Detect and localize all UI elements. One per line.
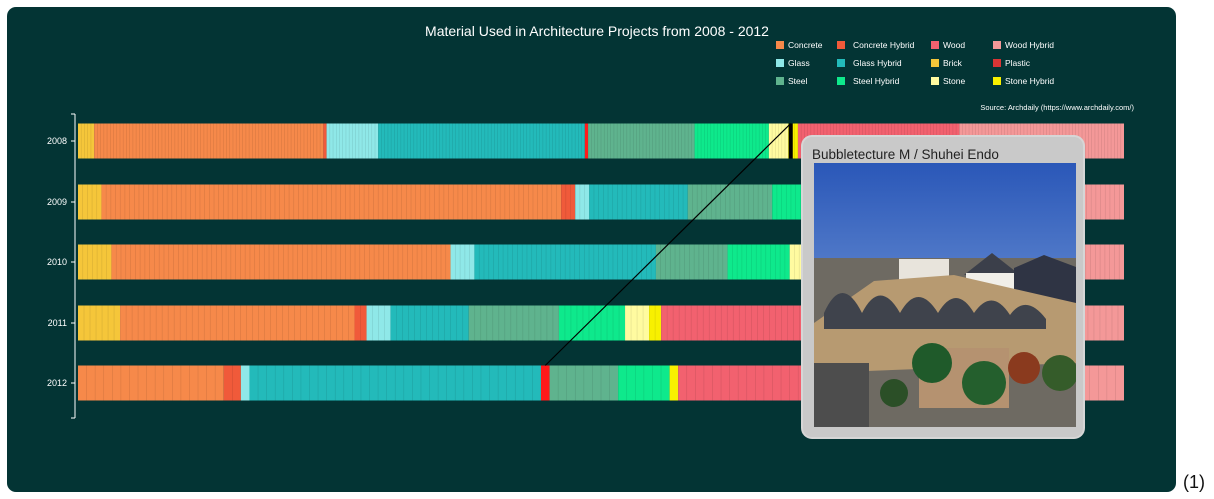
bar-2010-glass xyxy=(450,244,475,280)
bar-2008-glass-hybrid xyxy=(378,123,585,159)
bar-2009-brick xyxy=(78,184,102,220)
y-tick-label-2009: 2009 xyxy=(47,197,67,207)
legend-swatch-plastic xyxy=(993,59,1001,67)
bar-2011-steel-hybrid xyxy=(558,305,626,341)
bar-2012-glass-hybrid xyxy=(249,365,541,401)
bar-2009-glass xyxy=(575,184,590,220)
project-photo xyxy=(814,163,1076,427)
legend-label-stone: Stone xyxy=(943,76,965,86)
source-note: Source: Archdaily (https://www.archdaily… xyxy=(980,103,1134,112)
bar-2012-concrete-hybrid xyxy=(223,365,241,401)
legend-label-wood: Wood xyxy=(943,40,965,50)
bar-2008-brick xyxy=(78,123,95,159)
legend-label-glass-hybrid: Glass Hybrid xyxy=(853,58,902,68)
y-tick-label-2012: 2012 xyxy=(47,378,67,388)
legend-swatch-glass-hybrid xyxy=(837,59,845,67)
legend-swatch-steel xyxy=(776,77,784,85)
chart-title: Material Used in Architecture Projects f… xyxy=(425,23,769,39)
bar-2011-stone xyxy=(625,305,650,341)
legend-swatch-wood-hybrid xyxy=(993,41,1001,49)
bar-2008-plastic xyxy=(584,123,589,159)
legend-swatch-brick xyxy=(931,59,939,67)
project-tooltip: Bubbletecture M / Shuhei Endo xyxy=(803,137,1083,437)
bar-2010-glass-hybrid xyxy=(474,244,656,280)
bar-2009-steel xyxy=(687,184,773,220)
bar-2012-steel-hybrid xyxy=(618,365,670,401)
bar-2012-glass xyxy=(240,365,250,401)
bar-2011-brick xyxy=(78,305,121,341)
legend-label-stone-hybrid: Stone Hybrid xyxy=(1005,76,1054,86)
bar-2008-glass xyxy=(326,123,379,159)
legend-label-concrete-hybrid: Concrete Hybrid xyxy=(853,40,915,50)
bar-2009-concrete-hybrid xyxy=(561,184,576,220)
legend-swatch-glass xyxy=(776,59,784,67)
bar-2011-concrete-hybrid xyxy=(354,305,367,341)
bar-2010-steel xyxy=(655,244,728,280)
legend-swatch-concrete-hybrid xyxy=(837,41,845,49)
bar-2011-steel xyxy=(468,305,559,341)
bar-2008-concrete xyxy=(94,123,324,159)
bar-2012-concrete xyxy=(78,365,224,401)
bar-2008-concrete-hybrid xyxy=(323,123,327,159)
highlight-connector xyxy=(544,123,792,366)
y-tick-label-2010: 2010 xyxy=(47,257,67,267)
y-tick-label-2011: 2011 xyxy=(48,318,67,328)
bar-2011-stone-hybrid xyxy=(649,305,662,341)
bar-2008-steel-hybrid xyxy=(694,123,769,159)
bar-2012-steel xyxy=(549,365,619,401)
legend-swatch-stone xyxy=(931,77,939,85)
highlight-marker-2008 xyxy=(788,123,793,159)
legend-swatch-concrete xyxy=(776,41,784,49)
bar-2010-brick xyxy=(78,244,112,280)
bar-2008-stone xyxy=(768,123,789,159)
bar-2008-stone-hybrid xyxy=(788,123,798,159)
legend-swatch-stone-hybrid xyxy=(993,77,1001,85)
bar-2009-glass-hybrid xyxy=(589,184,688,220)
bar-2010-concrete xyxy=(111,244,451,280)
figure-label: (1) xyxy=(1183,472,1205,492)
legend-swatch-wood xyxy=(931,41,939,49)
bar-2011-concrete xyxy=(120,305,355,341)
bar-2011-glass-hybrid xyxy=(390,305,469,341)
bar-2012-plastic xyxy=(540,365,550,401)
legend-label-concrete: Concrete xyxy=(788,40,823,50)
legend-label-steel-hybrid: Steel Hybrid xyxy=(853,76,900,86)
legend-label-wood-hybrid: Wood Hybrid xyxy=(1005,40,1054,50)
bar-2011-glass xyxy=(366,305,391,341)
bar-2010-steel-hybrid xyxy=(727,244,790,280)
legend-label-glass: Glass xyxy=(788,58,810,68)
legend-label-brick: Brick xyxy=(943,58,963,68)
y-tick-label-2008: 2008 xyxy=(47,136,67,146)
legend-label-plastic: Plastic xyxy=(1005,58,1031,68)
bar-2009-concrete xyxy=(101,184,562,220)
legend-swatch-steel-hybrid xyxy=(837,77,845,85)
legend-label-steel: Steel xyxy=(788,76,807,86)
bar-2008-steel xyxy=(588,123,695,159)
bar-2012-stone-hybrid xyxy=(669,365,679,401)
tooltip-title: Bubbletecture M / Shuhei Endo xyxy=(812,147,999,162)
